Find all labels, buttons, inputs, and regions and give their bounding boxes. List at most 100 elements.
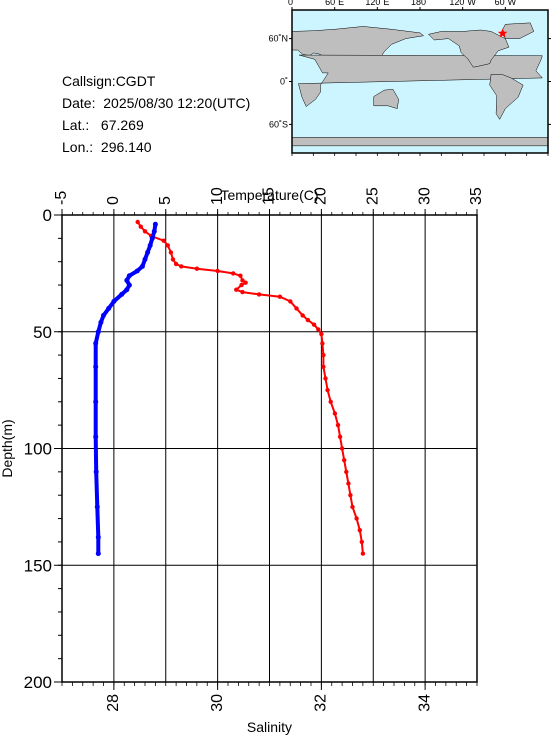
temperature-data-point	[344, 469, 349, 475]
temperature-data-point	[238, 273, 243, 278]
temperature-data-point	[346, 481, 351, 486]
temperature-data-point	[240, 278, 245, 283]
temperature-tick-label: 0	[105, 196, 122, 205]
salinity-axis-title: Salinity	[247, 719, 292, 735]
map-lat-label: 0˚	[280, 77, 288, 87]
depth-tick-label: 100	[24, 440, 52, 459]
temperature-tick-label: 20	[313, 187, 330, 205]
temperature-data-point	[321, 352, 326, 358]
salinity-data-point	[93, 469, 99, 475]
temperature-data-point	[348, 493, 353, 498]
temperature-tick-label: 15	[261, 187, 278, 205]
temperature-tick-label: 30	[416, 187, 433, 205]
temperature-data-point	[321, 364, 326, 369]
temperature-data-point	[332, 411, 338, 416]
salinity-data-point	[119, 291, 125, 297]
date-text: Date: 2025/08/30 12:20(UTC)	[62, 95, 251, 111]
north-america-landmass	[428, 29, 510, 68]
salinity-data-point	[98, 319, 104, 325]
salinity-profile-line	[93, 222, 158, 556]
salinity-data-point	[95, 534, 101, 540]
location-map: 0˚ 60˚E 120˚E 180˚ 120˚W 60˚W 60˚N 0˚ 60˚S	[268, 0, 551, 156]
depth-tick-label: 200	[24, 673, 52, 692]
temperature-tick-label: 35	[468, 187, 485, 205]
salinity-data-point	[111, 298, 117, 304]
temperature-data-point	[305, 317, 311, 323]
depth-tick-label: 150	[24, 556, 52, 575]
temperature-data-point	[311, 322, 317, 327]
depth-axis-title: Depth(m)	[0, 419, 15, 477]
salinity-data-point	[149, 235, 155, 241]
temperature-data-point	[277, 294, 283, 299]
temperature-data-point	[239, 282, 244, 288]
temperature-data-point	[325, 387, 330, 393]
salinity-data-point	[151, 228, 157, 234]
temperature-profile-line	[136, 221, 364, 555]
depth-tick-label: 0	[43, 206, 52, 225]
temperature-data-point	[354, 516, 359, 521]
salinity-tick-label: 32	[313, 694, 330, 712]
temperature-data-point	[161, 238, 166, 243]
temperature-data-point	[135, 219, 140, 225]
australia-landmass	[373, 89, 399, 109]
temperature-data-point	[300, 313, 305, 318]
map-lat-label: 60˚S	[269, 119, 288, 129]
temperature-data-point	[138, 224, 143, 229]
salinity-data-point	[93, 434, 99, 440]
temperature-tick-label: 5	[157, 196, 174, 205]
salinity-data-point	[134, 268, 140, 274]
temperature-data-point	[319, 331, 324, 337]
salinity-data-point	[147, 242, 153, 248]
map-lon-label: 120˚W	[449, 0, 476, 7]
temperature-data-point	[328, 399, 333, 404]
salinity-data-point	[139, 263, 145, 269]
salinity-data-point	[142, 256, 148, 262]
south-america-landmass	[489, 74, 524, 120]
temperature-data-point	[350, 504, 355, 510]
map-lon-label: 60˚W	[495, 0, 517, 7]
map-lon-label: 120˚E	[365, 0, 389, 7]
temperature-data-point	[240, 289, 245, 295]
temperature-data-point	[168, 250, 174, 255]
temperature-data-point	[335, 422, 341, 428]
salinity-data-point	[94, 504, 100, 510]
temperature-tick-label: 10	[209, 187, 226, 205]
plot-frame	[61, 214, 478, 683]
salinity-tick-label: 34	[416, 694, 433, 712]
salinity-data-point	[124, 277, 130, 283]
temperature-data-point	[339, 446, 345, 451]
temperature-data-point	[288, 299, 293, 304]
temperature-data-point	[342, 458, 347, 463]
temperature-data-point	[294, 306, 299, 311]
salinity-tick-label: 28	[105, 694, 122, 712]
salinity-data-point	[145, 249, 151, 255]
station-info: Callsign:CGDT Date: 2025/08/30 12:20(UTC…	[62, 70, 250, 158]
map-lon-label: 60˚E	[325, 0, 344, 7]
salinity-data-point	[124, 287, 130, 293]
temperature-data-point	[170, 257, 176, 262]
salinity-data-point	[106, 305, 112, 311]
temperature-data-point	[316, 327, 321, 332]
salinity-data-point	[152, 221, 158, 227]
temperature-tick-label: 25	[364, 187, 381, 205]
map-lon-label: 180˚	[411, 0, 429, 7]
salinity-data-point	[93, 364, 99, 370]
temperature-data-point	[357, 528, 362, 533]
temperature-data-point	[360, 551, 366, 556]
salinity-data-point	[126, 282, 132, 288]
temperature-data-point	[256, 292, 262, 297]
callsign-text: Callsign:CGDT	[62, 73, 156, 89]
depth-tick-label: 50	[33, 323, 52, 342]
salinity-data-point	[101, 312, 106, 318]
temperature-data-point	[173, 261, 179, 267]
temperature-data-point	[142, 229, 148, 234]
salinity-data-point	[95, 551, 101, 557]
salinity-data-point	[93, 340, 99, 346]
temperature-tick-label: -5	[53, 191, 70, 205]
temperature-data-point	[215, 268, 220, 274]
temperature-data-point	[320, 341, 325, 346]
temperature-data-point	[359, 539, 364, 545]
longitude-text: Lon.: 296.140	[62, 139, 152, 155]
latitude-text: Lat.: 67.269	[62, 117, 144, 133]
